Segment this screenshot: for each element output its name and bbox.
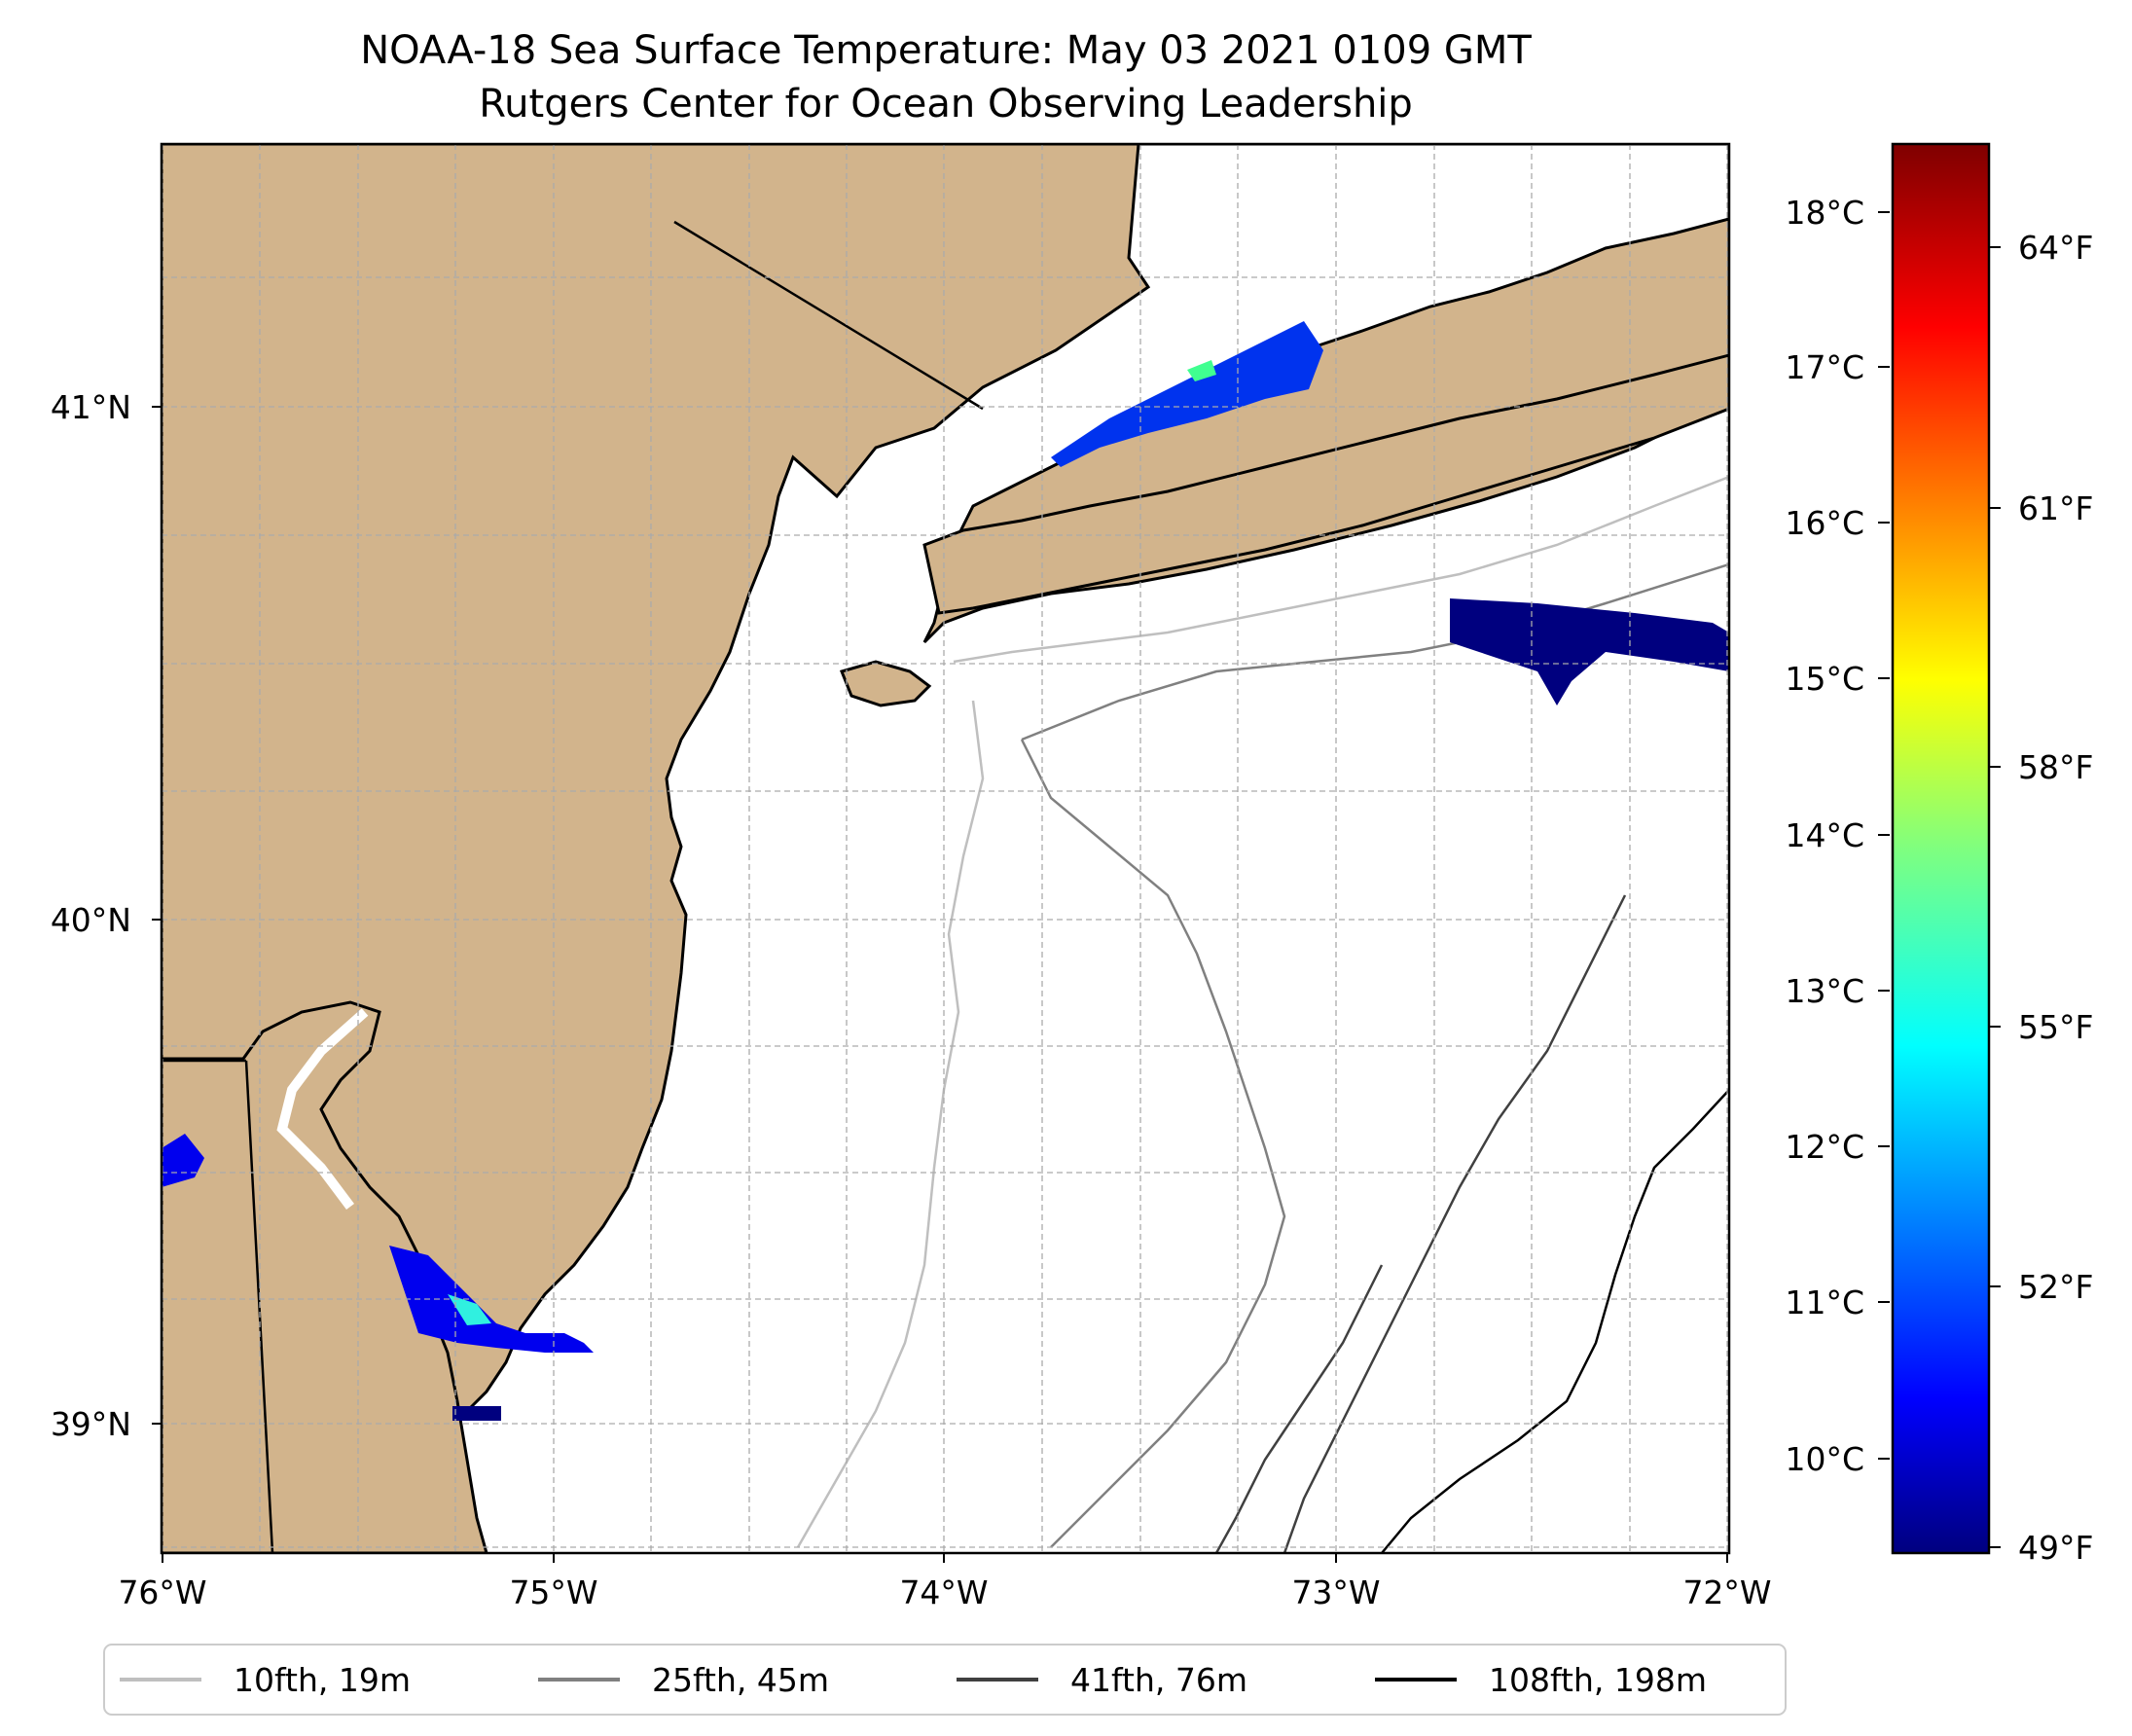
sst-patch-offshore <box>1450 598 1729 705</box>
sst-patch-delaware-bay <box>389 1246 594 1353</box>
fahrenheit-tick-label: 55°F <box>2018 1008 2093 1046</box>
lon-tick-label: 74°W <box>899 1573 988 1611</box>
land-delaware <box>162 1000 488 1553</box>
sst-patch-small <box>452 1406 501 1421</box>
fahrenheit-tick-label: 49°F <box>2018 1529 2093 1567</box>
colorbar-frame <box>1891 142 1991 1555</box>
contour-108fth <box>1381 1089 1729 1553</box>
legend-item: 10fth, 19m <box>120 1661 411 1699</box>
contour-41fth <box>1214 894 1627 1553</box>
title-line1: NOAA-18 Sea Surface Temperature: May 03 … <box>360 28 1532 73</box>
celsius-axis: 18°C 17°C 16°C 15°C 14°C 13°C 12°C 11°C … <box>1785 194 1890 1478</box>
celsius-tick-label: 17°C <box>1785 348 1864 386</box>
celsius-tick-label: 13°C <box>1785 972 1864 1010</box>
legend-label: 41fth, 76m <box>1070 1661 1247 1699</box>
lon-tick-label: 76°W <box>118 1573 206 1611</box>
lat-tick-label: 39°N <box>51 1405 131 1443</box>
fahrenheit-tick-label: 61°F <box>2018 489 2093 527</box>
legend-label: 108fth, 198m <box>1489 1661 1707 1699</box>
legend-label: 25fth, 45m <box>652 1661 829 1699</box>
lon-tick-label: 72°W <box>1682 1573 1771 1611</box>
contour-10fth <box>796 475 1729 1548</box>
fahrenheit-tick-label: 64°F <box>2018 229 2093 267</box>
legend-item: 108fth, 198m <box>1375 1661 1707 1699</box>
lon-tick-label: 75°W <box>509 1573 597 1611</box>
legend-item: 41fth, 76m <box>957 1661 1247 1699</box>
legend: 10fth, 19m 25fth, 45m 41fth, 76m 108fth,… <box>103 1644 1787 1716</box>
lon-tick-label: 73°W <box>1291 1573 1380 1611</box>
title-line2: Rutgers Center for Ocean Observing Leade… <box>479 82 1413 127</box>
fahrenheit-tick-label: 58°F <box>2018 748 2093 786</box>
sst-patch-long-island-sound <box>1051 321 1323 467</box>
delaware-river <box>276 1008 369 1210</box>
fahrenheit-tick-label: 52°F <box>2018 1268 2093 1306</box>
legend-box <box>103 1644 1787 1716</box>
map-frame <box>160 142 1731 1555</box>
celsius-tick-label: 10°C <box>1785 1440 1864 1478</box>
sst-patch-lis-warm <box>1187 360 1216 381</box>
land-long-island <box>922 353 1729 615</box>
bathymetry-contours <box>796 475 1729 1553</box>
lat-tick-label: 40°N <box>51 901 131 939</box>
sst-patch-delaware-bay-warm <box>448 1294 491 1325</box>
celsius-tick-label: 12°C <box>1785 1128 1864 1166</box>
axis-ticks <box>152 406 1728 1563</box>
celsius-tick-label: 15°C <box>1785 660 1864 698</box>
celsius-tick-label: 16°C <box>1785 504 1864 542</box>
celsius-tick-label: 14°C <box>1785 816 1864 854</box>
colorbar-gradient <box>1893 144 1989 1553</box>
legend-label: 10fth, 19m <box>234 1661 411 1699</box>
contour-25fth <box>1020 562 1729 1548</box>
map-panel[interactable]: 76°W 75°W 74°W 73°W 72°W 41°N 40°N 39°N <box>51 142 1772 1611</box>
lat-tick-label: 41°N <box>51 388 131 426</box>
celsius-tick-label: 11°C <box>1785 1284 1864 1321</box>
gridlines <box>162 144 1729 1553</box>
land-staten-island <box>839 660 932 707</box>
sst-patch-chesapeake <box>162 1134 204 1187</box>
sst-patches <box>162 321 1729 1421</box>
colorbar: 64°F 61°F 58°F 55°F 52°F 49°F <box>1891 142 2093 1567</box>
legend-item: 25fth, 45m <box>538 1661 829 1699</box>
celsius-tick-label: 18°C <box>1785 194 1864 232</box>
